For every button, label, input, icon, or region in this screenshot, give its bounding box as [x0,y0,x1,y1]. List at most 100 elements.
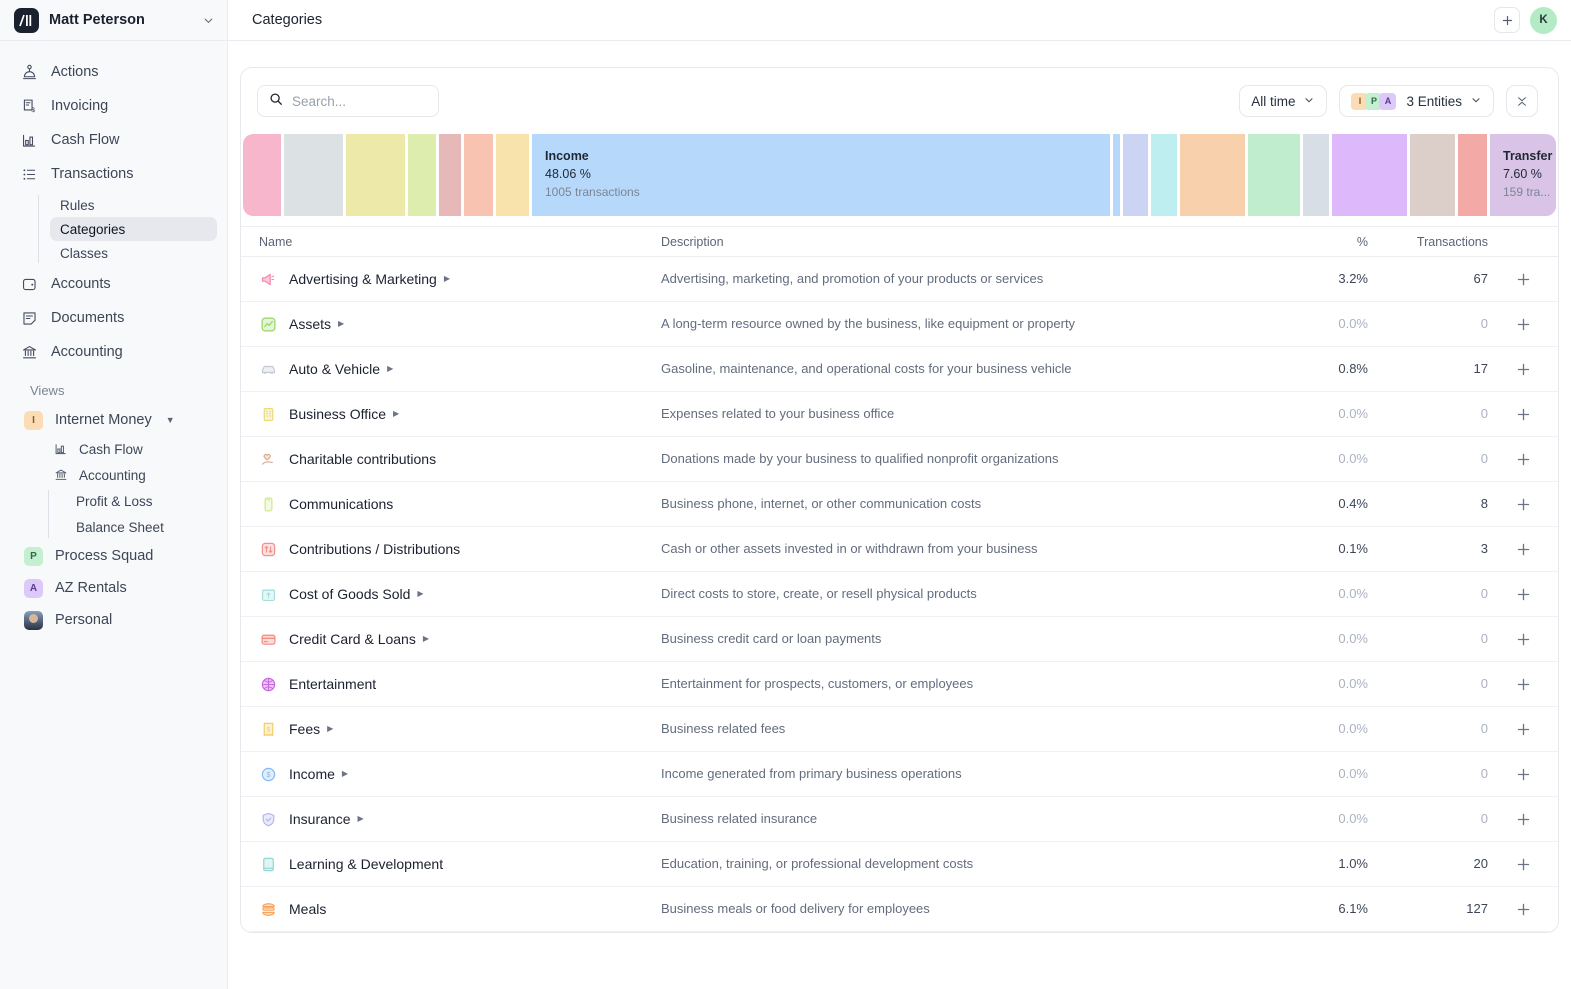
table-row[interactable]: Assets ▶ A long-term resource owned by the… [241,302,1558,347]
user-avatar[interactable]: K [1530,6,1557,34]
table-row[interactable]: Insurance ▶ Business related insurance 0.0%… [241,797,1558,842]
sidebar-item-categories[interactable]: Categories [50,217,217,241]
add-button[interactable] [1494,7,1520,33]
category-name[interactable]: Entertainment [289,676,377,692]
table-row[interactable]: $ Income ▶ Income generated from primary bu… [241,752,1558,797]
sidebar-view-process-squad[interactable]: P Process Squad [10,540,217,572]
column-header-description[interactable]: Description [661,234,724,249]
table-row[interactable]: Meals Business meals or food delivery for… [241,887,1558,932]
sidebar-item-accounts[interactable]: Accounts [10,267,217,301]
sidebar-item-rules[interactable]: Rules [50,193,217,217]
bar-segment[interactable] [346,134,405,216]
add-subcategory-button[interactable] [1513,449,1533,469]
add-subcategory-button[interactable] [1513,539,1533,559]
sidebar-item-actions[interactable]: Actions [10,55,217,89]
view-child-accounting[interactable]: Accounting [43,462,217,488]
search-input[interactable] [292,93,427,109]
add-subcategory-button[interactable] [1513,674,1533,694]
view-child-profit-and-loss[interactable]: Profit & Loss [66,488,217,514]
caret-right-icon[interactable]: ▶ [387,364,394,373]
caret-down-icon[interactable]: ▼ [165,415,175,425]
workspace-switcher[interactable]: Matt Peterson [0,0,227,41]
bar-segment[interactable] [1248,134,1300,216]
bar-segment-income[interactable]: Income 48.06 % 1005 transactions [532,134,1110,216]
bar-segment[interactable] [1151,134,1177,216]
category-name[interactable]: Meals [289,901,327,917]
add-subcategory-button[interactable] [1513,809,1533,829]
sidebar-view-personal[interactable]: Personal [10,604,217,636]
category-name[interactable]: Auto & Vehicle [289,361,381,377]
category-name[interactable]: Advertising & Marketing [289,271,437,287]
bar-segment[interactable] [496,134,529,216]
bar-segment[interactable] [1332,134,1407,216]
caret-right-icon[interactable]: ▶ [417,589,424,598]
view-child-cash-flow[interactable]: Cash Flow [43,436,217,462]
add-subcategory-button[interactable] [1513,404,1533,424]
bar-segment[interactable] [1303,134,1329,216]
table-row[interactable]: Business Office ▶ Expenses related to your… [241,392,1558,437]
caret-right-icon[interactable]: ▶ [393,409,400,418]
table-row[interactable]: Charitable contributions Donations made b… [241,437,1558,482]
chevron-down-icon[interactable] [202,14,215,27]
category-name[interactable]: Cost of Goods Sold [289,586,411,602]
column-header-percent[interactable]: % [1356,234,1368,249]
bar-segment[interactable] [439,134,461,216]
search-box[interactable] [257,85,439,117]
bar-segment[interactable] [284,134,343,216]
category-name[interactable]: Assets [289,316,332,332]
category-name[interactable]: Insurance [289,811,351,827]
sidebar-item-classes[interactable]: Classes [50,241,217,265]
caret-right-icon[interactable]: ▶ [341,769,349,778]
category-name[interactable]: Fees [289,721,321,737]
category-name[interactable]: Credit Card & Loans [289,631,416,647]
table-row[interactable]: Entertainment Entertainment for prospects… [241,662,1558,707]
sidebar-item-cash-flow[interactable]: Cash Flow [10,123,217,157]
bar-segment[interactable] [1180,134,1245,216]
stacked-bar[interactable]: Income 48.06 % 1005 transactions Transfer 7.… [243,134,1556,216]
bar-segment[interactable] [408,134,436,216]
table-row[interactable]: $ Fees ▶ Business related fees 0.0% 0 [241,707,1558,752]
table-row[interactable]: Cost of Goods Sold ▶ Direct costs to store… [241,572,1558,617]
bar-segment[interactable] [1113,134,1120,216]
bar-segment-transfer[interactable]: Transfer 7.60 % 159 tra... [1490,134,1556,216]
add-subcategory-button[interactable] [1513,314,1533,334]
caret-right-icon[interactable]: ▶ [357,814,364,823]
time-filter-dropdown[interactable]: All time [1239,85,1328,117]
caret-right-icon[interactable]: ▶ [422,634,429,643]
caret-right-icon[interactable]: ▶ [327,724,334,733]
sidebar-item-transactions[interactable]: Transactions [10,157,217,191]
sidebar-item-documents[interactable]: Documents [10,301,217,335]
add-subcategory-button[interactable] [1513,629,1533,649]
table-row[interactable]: Auto & Vehicle ▶ Gasoline, maintenance, an… [241,347,1558,392]
category-name[interactable]: Learning & Development [289,856,444,872]
collapse-button[interactable] [1506,85,1538,117]
table-row[interactable]: Credit Card & Loans ▶ Business credit card… [241,617,1558,662]
sidebar-view-az-rentals[interactable]: A AZ Rentals [10,572,217,604]
add-subcategory-button[interactable] [1513,764,1533,784]
add-subcategory-button[interactable] [1513,719,1533,739]
table-row[interactable]: Learning & Development Education, trainin… [241,842,1558,887]
category-name[interactable]: Communications [289,496,394,512]
view-child-balance-sheet[interactable]: Balance Sheet [66,514,217,540]
bar-segment[interactable] [1410,134,1455,216]
add-subcategory-button[interactable] [1513,584,1533,604]
table-row[interactable]: Advertising & Marketing ▶ Advertising, mar… [241,257,1558,302]
category-name[interactable]: Income [289,766,335,782]
sidebar-item-invoicing[interactable]: $ Invoicing [10,89,217,123]
bar-segment[interactable] [243,134,281,216]
table-row[interactable]: Communications Business phone, internet, … [241,482,1558,527]
bar-segment[interactable] [1123,134,1148,216]
table-row[interactable]: Contributions / Distributions Cash or oth… [241,527,1558,572]
sidebar-item-accounting[interactable]: Accounting [10,335,217,369]
caret-right-icon[interactable]: ▶ [443,274,450,283]
add-subcategory-button[interactable] [1513,899,1533,919]
add-subcategory-button[interactable] [1513,494,1533,514]
column-header-transactions[interactable]: Transactions [1416,234,1488,249]
add-subcategory-button[interactable] [1513,269,1533,289]
sidebar-view-internet-money[interactable]: I Internet Money ▼ [10,404,217,436]
bar-segment[interactable] [1458,134,1487,216]
caret-right-icon[interactable]: ▶ [338,319,345,328]
category-name[interactable]: Charitable contributions [289,451,437,467]
bar-segment[interactable] [464,134,493,216]
column-header-name[interactable]: Name [259,234,293,249]
